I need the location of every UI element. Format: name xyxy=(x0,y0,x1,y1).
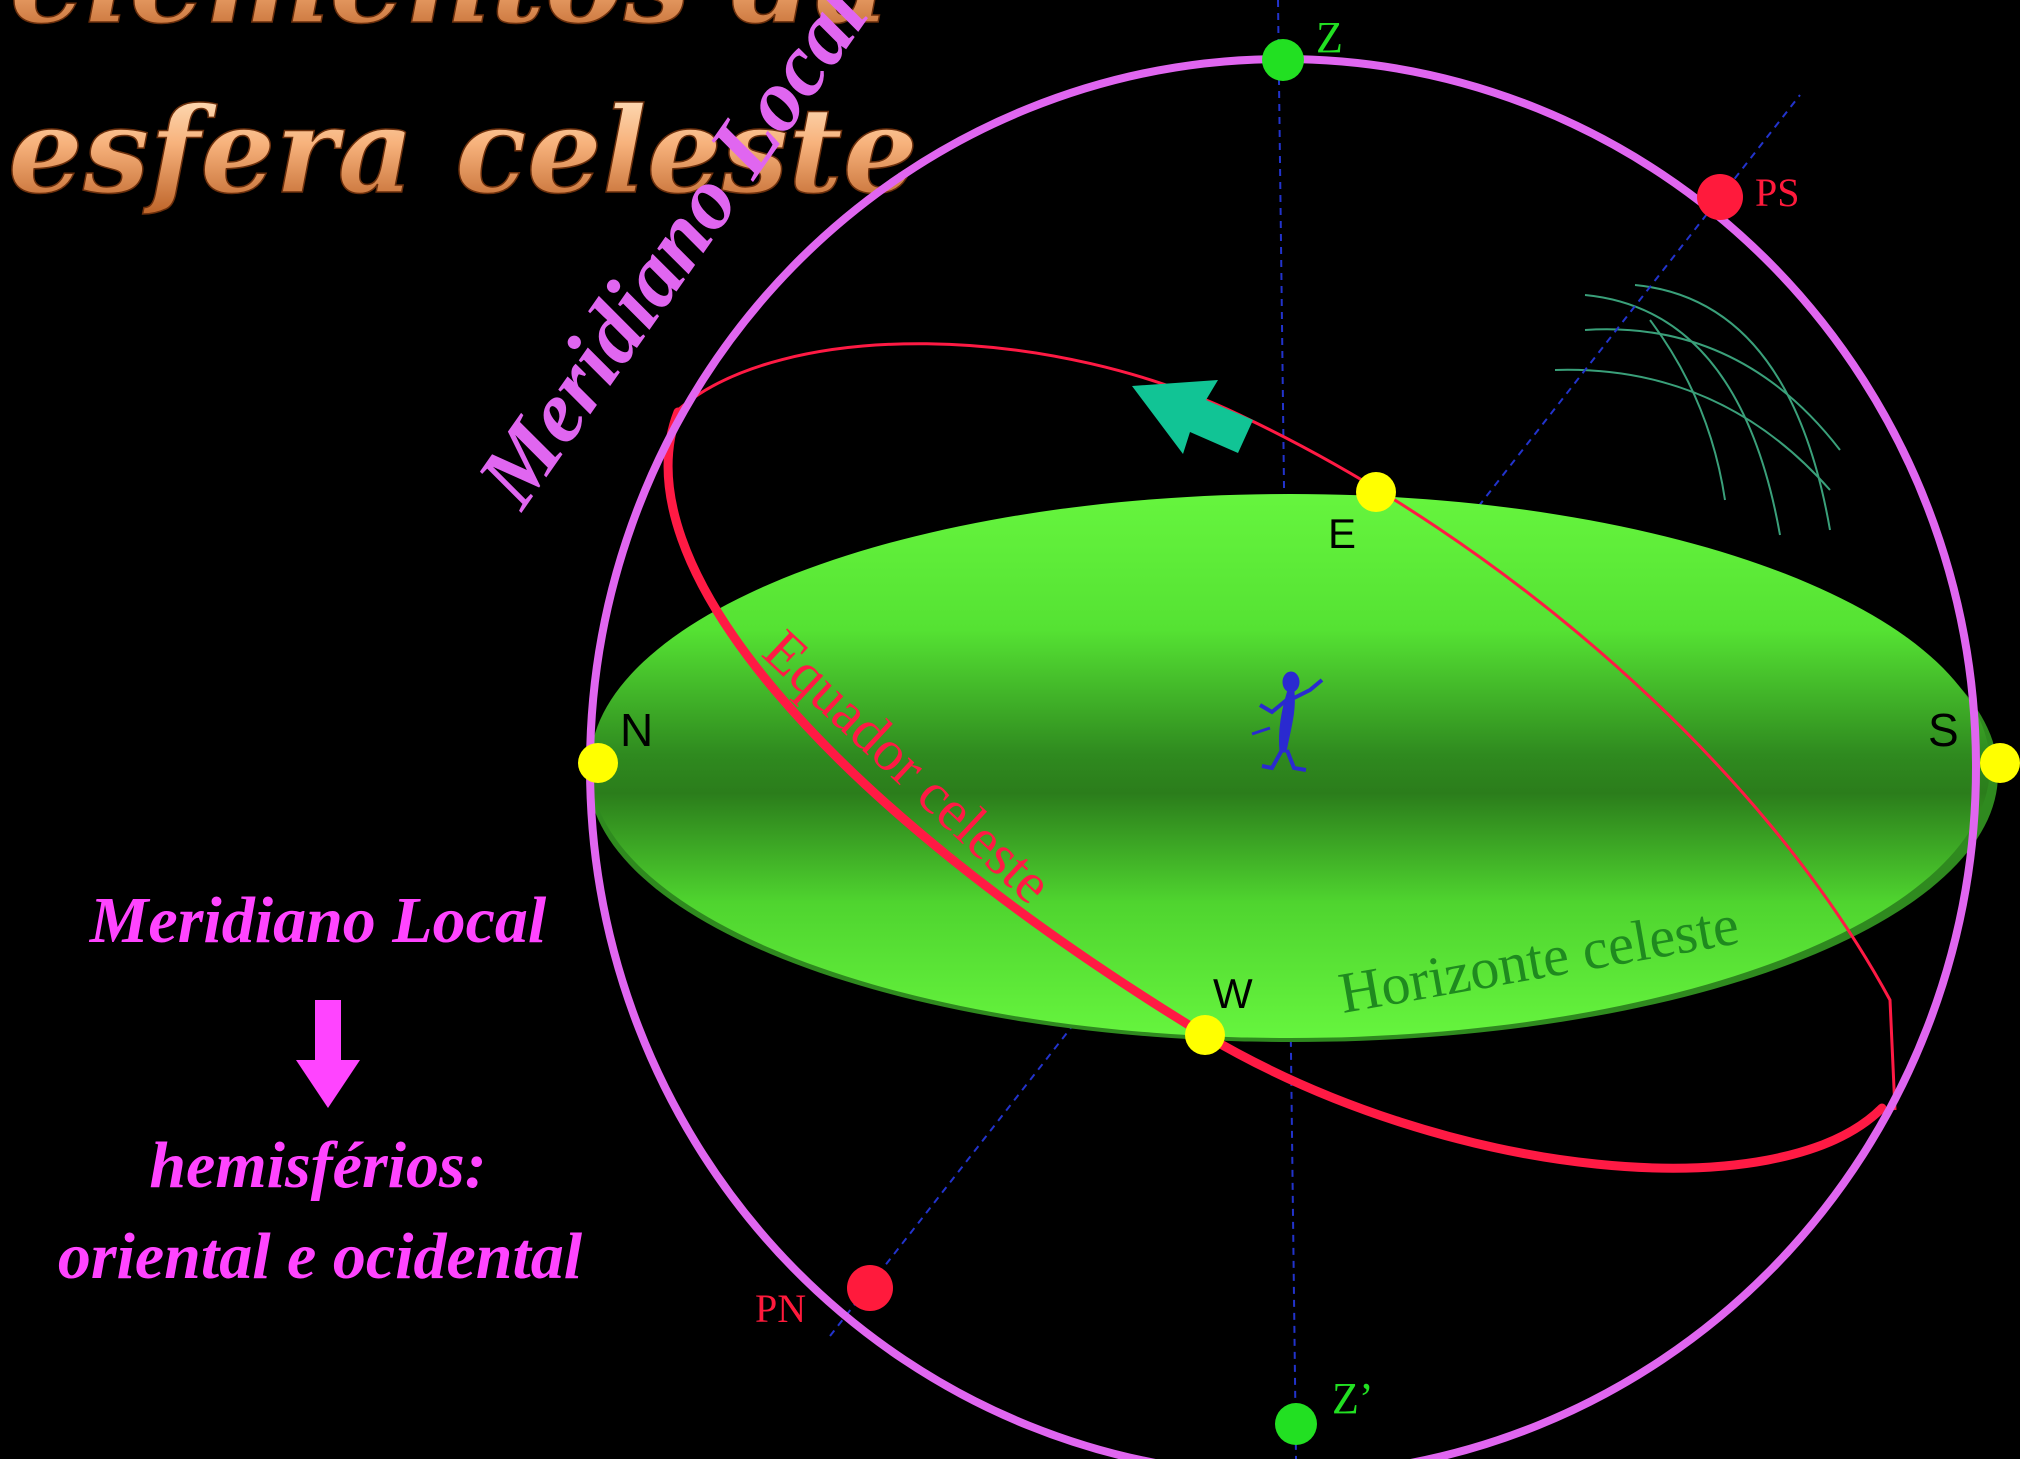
zenith-label: Z xyxy=(1316,13,1343,62)
south-pole-point xyxy=(1697,174,1743,220)
title: elementos da esfera celeste xyxy=(7,0,918,221)
north-pole-point xyxy=(847,1265,893,1311)
down-arrow-icon xyxy=(296,1000,360,1108)
south-pole-label: PS xyxy=(1755,170,1800,215)
equator-front-arc xyxy=(663,407,1887,1173)
side-line-1: hemisférios: xyxy=(149,1129,486,1202)
zenith-point xyxy=(1262,39,1304,81)
south-point xyxy=(1980,743,2020,783)
west-point xyxy=(1185,1015,1225,1055)
polar-axis xyxy=(829,94,1801,1337)
north-label: N xyxy=(620,704,653,756)
equator-back-arc xyxy=(677,342,1897,1111)
sky-grid-decoration xyxy=(1554,284,1841,536)
north-pole-label: PN xyxy=(755,1286,806,1331)
east-label: E xyxy=(1328,510,1356,557)
title-line-1: elementos da xyxy=(10,0,890,50)
nadir-label: Z’ xyxy=(1332,1374,1374,1423)
west-label: W xyxy=(1213,970,1253,1017)
points xyxy=(578,39,2020,1445)
title-line-2: esfera celeste xyxy=(8,81,918,220)
east-point xyxy=(1356,472,1396,512)
nadir-point xyxy=(1275,1403,1317,1445)
south-label: S xyxy=(1928,704,1959,756)
horizon-plane xyxy=(588,494,1998,1042)
side-panel: Meridiano Local hemisférios: oriental e … xyxy=(58,884,583,1293)
north-point xyxy=(578,743,618,783)
side-line-2: oriental e ocidental xyxy=(58,1220,583,1293)
rotation-arrow-icon xyxy=(1132,380,1253,454)
observer-figure-icon xyxy=(1251,671,1324,772)
side-heading: Meridiano Local xyxy=(89,884,547,957)
